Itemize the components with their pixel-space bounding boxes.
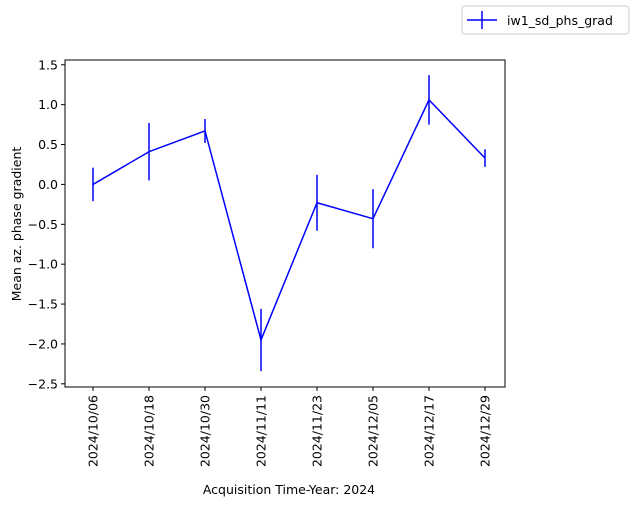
legend-label-iw1-sd-phs-grad: iw1_sd_phs_grad — [507, 13, 613, 28]
y-axis-label: Mean az. phase gradient — [9, 147, 24, 302]
x-tick-label: 2024/11/11 — [254, 395, 269, 467]
y-tick-label: 1.5 — [38, 57, 58, 72]
legend-box — [461, 5, 630, 35]
x-tick-label: 2024/12/05 — [366, 395, 381, 467]
y-tick-label: −2.0 — [28, 336, 58, 351]
plot-area — [64, 59, 506, 388]
x-tick-label: 2024/12/17 — [422, 395, 437, 467]
series-layer — [92, 75, 486, 372]
y-tick-label: 0.5 — [38, 137, 58, 152]
x-tick-label: 2024/12/29 — [478, 395, 493, 467]
x-tick-label: 2024/10/06 — [86, 395, 101, 467]
x-tick-label: 2024/11/23 — [310, 395, 325, 467]
y-tick-label: −1.5 — [28, 297, 58, 312]
y-tick-label: −1.0 — [28, 257, 58, 272]
y-tick-label: −0.5 — [28, 217, 58, 232]
x-axis: 2024/10/06 2024/10/18 2024/10/30 2024/11/11… — [86, 387, 493, 467]
legend: iw1_sd_phs_grad — [461, 5, 630, 35]
x-tick-label: 2024/10/30 — [198, 395, 213, 467]
y-tick-label: −2.5 — [28, 376, 58, 391]
x-axis-label: Acquisition Time-Year: 2024 — [203, 482, 375, 497]
series-line-iw1-sd-phs-grad — [92, 99, 486, 341]
y-tick-label: 0.0 — [38, 177, 58, 192]
y-tick-label: 1.0 — [38, 97, 58, 112]
plot-frame — [64, 59, 506, 388]
y-axis: −2.5 −2.0 −1.5 −1.0 −0.5 0.0 0.5 1.0 1.5 — [28, 57, 65, 391]
x-tick-label: 2024/10/18 — [142, 395, 157, 467]
